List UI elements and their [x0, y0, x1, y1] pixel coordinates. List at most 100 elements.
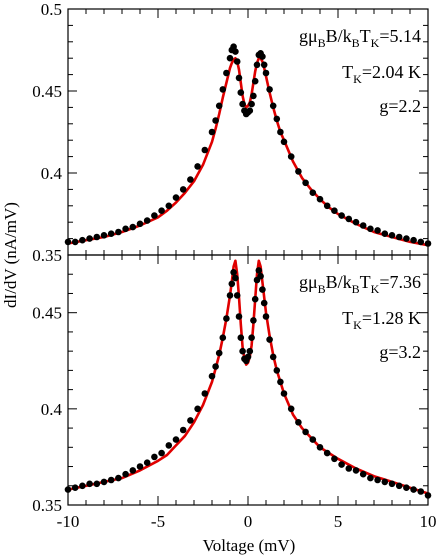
data-point [136, 220, 144, 228]
data-point [248, 334, 255, 342]
y-tick-label: 0.4 [41, 400, 63, 419]
data-point [226, 54, 234, 62]
data-point [316, 195, 324, 203]
y-tick-label: 0.35 [32, 496, 62, 515]
data-point [403, 484, 410, 492]
top-panel: 0.35 0.4 0.45 0.5 gμBB/kBTK=5.14 TK=2.04 K g=2… [32, 0, 432, 265]
data-point [172, 194, 180, 201]
data-point [338, 461, 345, 468]
data-point [395, 233, 403, 241]
annotation: gμBB/kBTK=7.36 [299, 272, 421, 296]
data-point [410, 486, 417, 493]
data-point [223, 69, 230, 77]
data-point [86, 235, 93, 242]
data-point [295, 419, 302, 426]
data-point [235, 74, 243, 82]
data-point [223, 315, 230, 322]
annotation: TK=1.28 K [342, 308, 421, 332]
data-point [165, 442, 173, 449]
data-point [239, 347, 246, 355]
data-point [295, 168, 302, 175]
data-point [374, 476, 381, 484]
y-tick-label: 0.45 [32, 304, 62, 323]
data-point [352, 467, 360, 474]
data-point [179, 186, 187, 193]
data-point [226, 292, 234, 299]
data-point [246, 107, 254, 114]
data-point [352, 218, 360, 226]
data-point [417, 488, 425, 495]
data-point [208, 372, 216, 380]
data-point [359, 222, 367, 229]
data-point [232, 48, 239, 55]
data-point [266, 86, 273, 93]
y-tick-label: 0.45 [32, 82, 62, 101]
data-point [151, 453, 158, 461]
data-point [208, 128, 216, 136]
x-tick-label: -10 [57, 512, 80, 531]
data-point [100, 232, 108, 239]
data-point [115, 474, 122, 482]
data-point [302, 428, 309, 436]
data-point [424, 240, 432, 247]
data-point [233, 292, 241, 299]
data-point [381, 230, 389, 237]
data-point [374, 227, 381, 234]
data-point [172, 436, 180, 443]
data-point [253, 61, 261, 69]
data-point [151, 212, 158, 219]
data-point [79, 482, 86, 490]
data-point [259, 286, 266, 293]
y-tick-label: 0.35 [32, 246, 62, 265]
data-point [260, 299, 268, 307]
data-point [129, 223, 137, 231]
x-axis-title: Voltage (mV) [203, 536, 296, 555]
data-point [187, 417, 194, 424]
data-point [194, 163, 201, 170]
data-point [260, 61, 268, 69]
data-point [93, 233, 101, 241]
data-point [280, 138, 288, 146]
y-tick-label: 0.4 [41, 164, 63, 183]
data-point [215, 349, 223, 357]
data-point [248, 100, 255, 108]
data-point [309, 436, 317, 443]
data-point [237, 334, 245, 342]
data-point [107, 476, 115, 484]
data-point [345, 215, 353, 223]
data-point [232, 274, 239, 282]
data-point [345, 465, 353, 472]
annotation: gμBB/kBTK=5.14 [299, 26, 421, 50]
data-point [251, 295, 259, 303]
data-point [165, 202, 173, 210]
data-point [277, 378, 284, 386]
data-point [250, 92, 257, 100]
data-point [269, 102, 277, 110]
data-point [424, 492, 432, 499]
data-point [262, 313, 270, 320]
data-point [417, 238, 425, 246]
data-point [255, 267, 263, 274]
data-point [323, 202, 331, 210]
data-point [201, 146, 209, 154]
data-point [395, 482, 403, 490]
data-point [228, 280, 236, 288]
data-point [115, 228, 122, 236]
data-point [244, 353, 252, 361]
data-point [230, 269, 237, 276]
data-point [403, 235, 410, 242]
data-point [273, 367, 281, 374]
x-tick-label: 0 [244, 512, 253, 531]
data-point [212, 363, 219, 370]
data-point [212, 117, 219, 124]
data-point [233, 58, 241, 65]
data-point [381, 478, 389, 486]
data-point [316, 444, 324, 451]
x-tick-label: 10 [420, 512, 436, 531]
data-point [367, 225, 374, 233]
y-axis-title: dI/dV (nA/mV) [1, 202, 20, 308]
data-point [266, 336, 273, 343]
x-tick-label: -5 [151, 512, 165, 531]
data-point [201, 390, 209, 397]
